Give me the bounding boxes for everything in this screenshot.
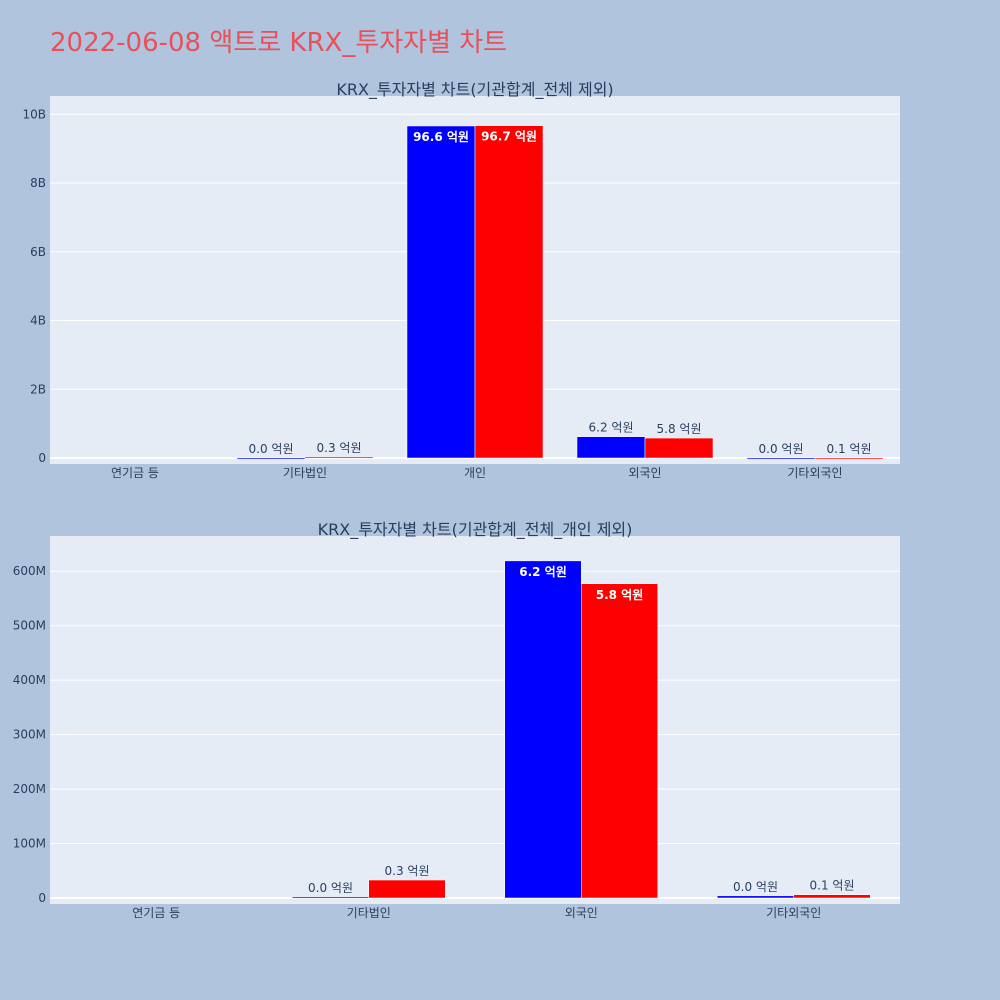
bar-buy (406, 125, 476, 459)
data-label: 0.0 억원 (308, 881, 353, 895)
y-tick-label: 300M (13, 728, 46, 742)
y-tick-label: 600M (13, 564, 46, 578)
data-label: 0.1 억원 (827, 442, 872, 456)
x-tick-label: 기타법인 (283, 466, 327, 480)
data-label: 6.2 억원 (589, 421, 634, 435)
data-label: 5.8 억원 (657, 422, 702, 436)
y-tick-label: 2B (30, 382, 46, 396)
x-tick-label: 기타법인 (347, 906, 391, 920)
chart-top: 0 2B 4B 6B 8B 10B KRX_투자자별 차트(기관합계_전체 제외) 연기금 등… (22, 80, 900, 480)
y-tick-label: 0 (38, 451, 46, 465)
bar-buy (236, 457, 306, 460)
bar-buy (717, 895, 794, 899)
bar-buy (576, 436, 646, 459)
x-tick-label: 외국인 (628, 466, 661, 480)
bar-buy (292, 896, 369, 899)
y-tick-label: 10B (22, 107, 46, 121)
data-label: 0.0 억원 (249, 442, 294, 456)
chart-title: KRX_투자자별 차트(기관합계_전체_개인 제외) (318, 520, 633, 540)
bar-sell (368, 879, 446, 899)
page-title: 2022-06-08 액트로 KRX_투자자별 차트 (50, 28, 508, 58)
data-label: 0.3 억원 (385, 864, 430, 878)
x-tick-label: 개인 (464, 466, 486, 480)
data-label: 5.8 억원 (596, 588, 644, 602)
data-label: 96.6 억원 (413, 130, 469, 144)
x-tick-label: 기타외국인 (787, 466, 842, 480)
x-tick-label: 연기금 등 (111, 466, 159, 480)
bar-sell (474, 125, 544, 459)
chart-title: KRX_투자자별 차트(기관합계_전체 제외) (336, 80, 613, 100)
x-tick-label: 기타외국인 (766, 906, 821, 920)
y-tick-label: 6B (30, 245, 46, 259)
y-tick-label: 500M (13, 619, 46, 633)
y-tick-label: 0 (38, 891, 46, 905)
bar-buy (746, 457, 816, 460)
y-tick-label: 100M (13, 837, 46, 851)
y-tick-label: 8B (30, 176, 46, 190)
bar-sell (581, 583, 658, 899)
bar-sell (644, 437, 714, 459)
data-label: 0.3 억원 (317, 441, 362, 455)
y-tick-label: 4B (30, 314, 46, 328)
y-tick-label: 400M (13, 673, 46, 687)
y-tick-label: 200M (13, 782, 46, 796)
chart-bottom: 0 100M 200M 300M 400M 500M 600M KRX_투자자별 차트(기관합… (13, 520, 900, 920)
data-label: 96.7 억원 (481, 130, 537, 144)
x-tick-label: 연기금 등 (132, 906, 180, 920)
bar-sell (793, 894, 871, 899)
data-label: 0.0 억원 (759, 442, 804, 456)
bar-sell (304, 456, 374, 459)
plot-area (50, 536, 900, 904)
data-label: 0.0 억원 (733, 880, 778, 894)
bar-buy (504, 560, 582, 899)
bar-sell (814, 457, 884, 460)
x-tick-label: 외국인 (565, 906, 598, 920)
data-label: 6.2 억원 (519, 565, 567, 579)
data-label: 0.1 억원 (810, 879, 855, 893)
